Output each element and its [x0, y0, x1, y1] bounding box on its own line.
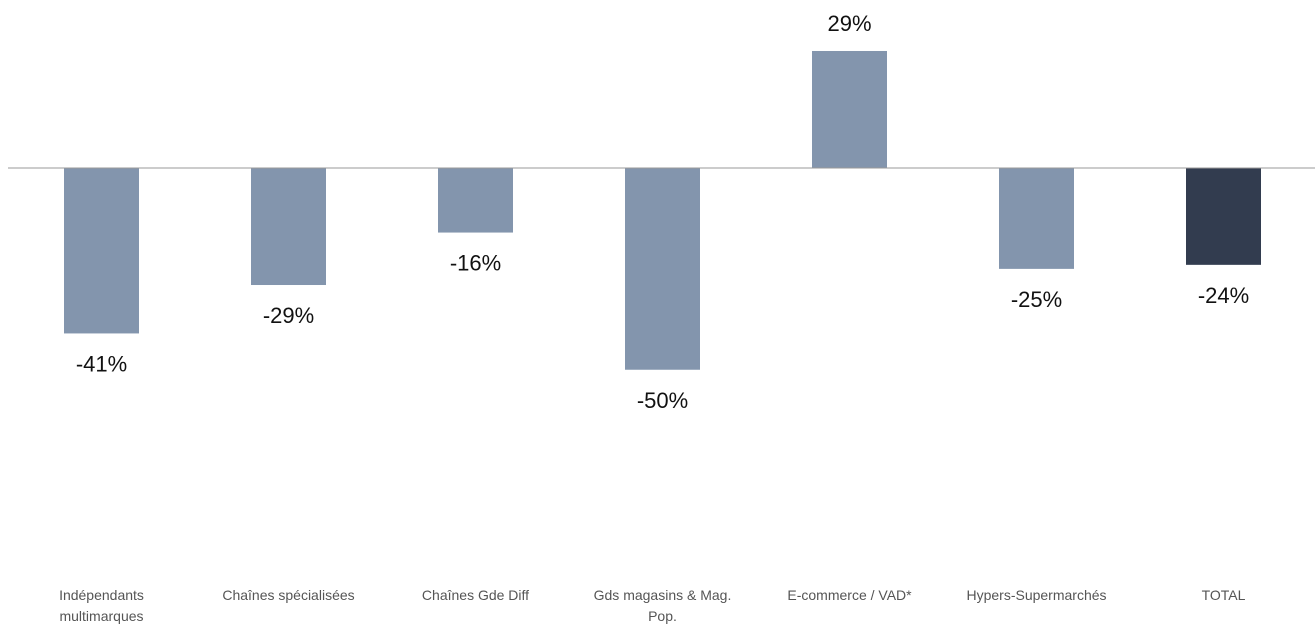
bar-0 — [64, 168, 139, 334]
value-label-4: 29% — [827, 11, 871, 36]
category-label-line: E-commerce / VAD* — [787, 587, 912, 603]
category-label-1: Chaînes spécialisées — [222, 587, 354, 603]
category-label-5: Hypers-Supermarchés — [966, 587, 1106, 603]
value-label-2: -16% — [450, 251, 501, 276]
value-labels-group: -41% -29% -16% -50% 29% -25% -24% — [76, 11, 1249, 413]
bar-2 — [438, 168, 513, 233]
category-label-line: TOTAL — [1202, 587, 1246, 603]
category-label-line: Chaînes spécialisées — [222, 587, 354, 603]
bar-5 — [999, 168, 1074, 269]
category-labels-group: Indépendants multimarques Chaînes spéciali… — [59, 587, 1246, 624]
category-label-line: multimarques — [59, 608, 143, 624]
category-label-line: Gds magasins & Mag. — [594, 587, 732, 603]
bar-1 — [251, 168, 326, 286]
bar-3 — [625, 168, 700, 370]
category-label-2: Chaînes Gde Diff — [422, 587, 529, 603]
bar-4 — [812, 50, 887, 168]
value-label-0: -41% — [76, 351, 127, 376]
category-label-3: Gds magasins & Mag. Pop. — [594, 587, 732, 624]
category-label-6: TOTAL — [1202, 587, 1246, 603]
category-label-line: Indépendants — [59, 587, 144, 603]
value-label-1: -29% — [263, 303, 314, 328]
category-label-line: Hypers-Supermarchés — [966, 587, 1106, 603]
bar-6 — [1186, 168, 1261, 265]
category-label-4: E-commerce / VAD* — [787, 587, 912, 603]
value-label-6: -24% — [1198, 283, 1249, 308]
bars-group — [64, 50, 1261, 370]
category-label-line: Chaînes Gde Diff — [422, 587, 529, 603]
category-label-0: Indépendants multimarques — [59, 587, 144, 624]
category-label-line: Pop. — [648, 608, 677, 624]
value-label-5: -25% — [1011, 287, 1062, 312]
value-label-3: -50% — [637, 388, 688, 413]
